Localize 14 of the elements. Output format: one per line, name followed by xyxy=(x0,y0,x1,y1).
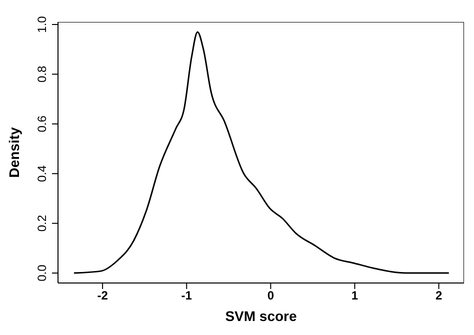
y-tick-label: 0.2 xyxy=(35,214,49,232)
y-tick-label: 0.4 xyxy=(35,164,49,182)
x-tick-label: -2 xyxy=(97,288,108,303)
y-tick-label: 0.0 xyxy=(35,264,49,282)
x-tick-label: 2 xyxy=(435,288,442,303)
line-series xyxy=(73,31,450,274)
x-axis-title: SVM score xyxy=(225,308,298,324)
y-tick-label: 0.6 xyxy=(35,115,49,132)
x-tick-label: -1 xyxy=(181,288,192,303)
x-tick-label: 0 xyxy=(267,288,274,303)
y-axis-title: Density xyxy=(6,127,22,178)
x-tick-label: 1 xyxy=(351,288,358,303)
y-tick-label: 0.8 xyxy=(35,66,49,83)
y-tick-label: 1.0 xyxy=(35,16,49,33)
